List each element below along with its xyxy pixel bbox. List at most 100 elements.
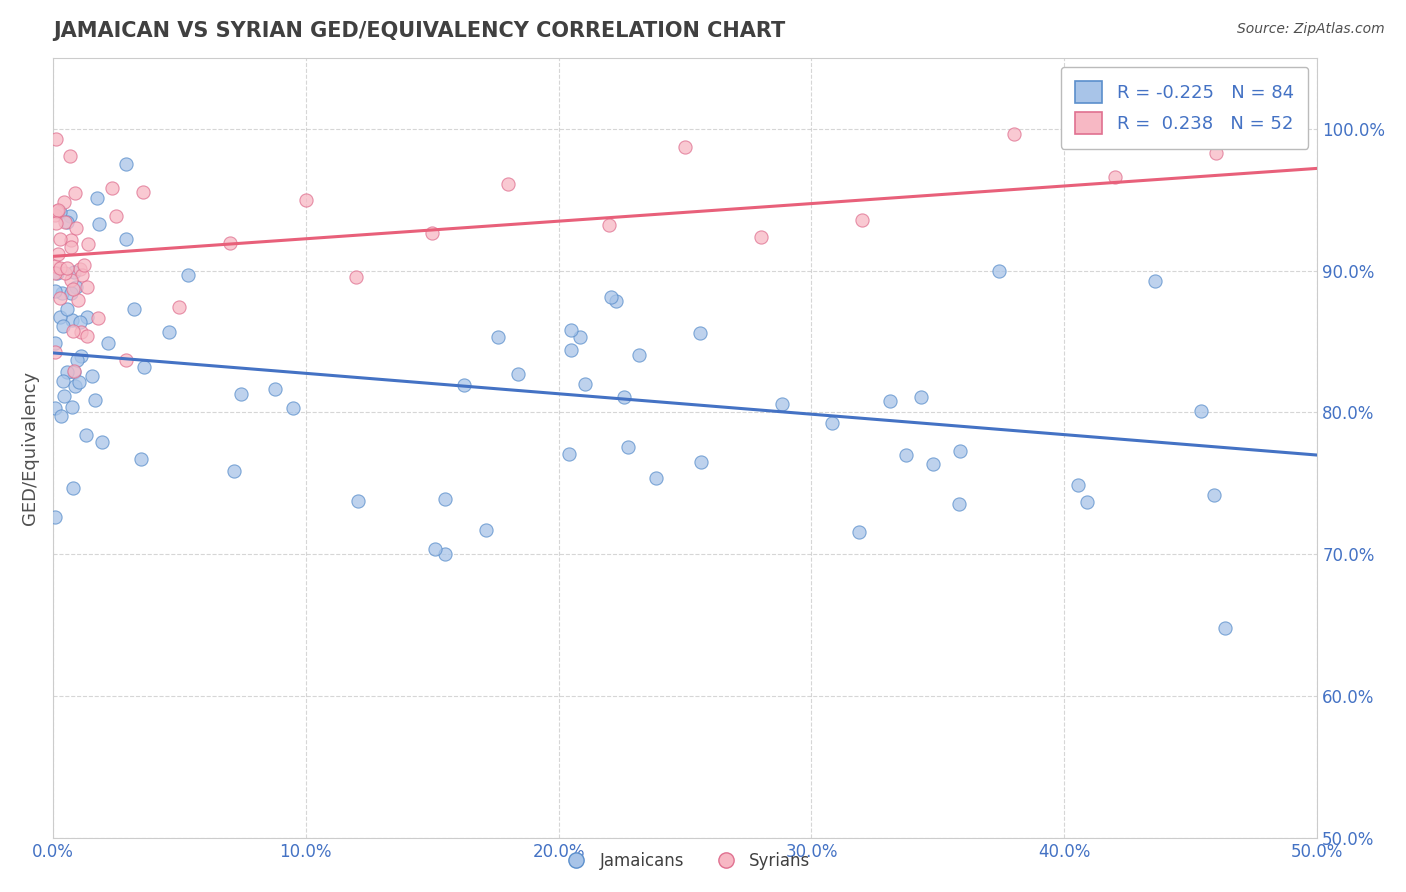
Point (60, 273, 83, 287)
Point (475, 523, 498, 537)
Point (48, 261, 70, 276)
Point (157, 325, 180, 339)
Point (644, 470, 666, 484)
Point (52, 195, 75, 210)
Point (749, 229, 772, 244)
Point (45, 204, 67, 219)
Point (281, 401, 304, 416)
Point (69, 315, 91, 329)
Point (59, 149, 82, 163)
Point (62, 324, 84, 338)
Point (1256, 98, 1278, 112)
Point (44, 284, 66, 298)
Point (75, 428, 97, 442)
Point (423, 542, 446, 557)
Point (59, 209, 82, 223)
Point (48, 202, 70, 217)
Point (55, 215, 77, 229)
Point (346, 493, 368, 508)
Point (49, 409, 72, 423)
Point (122, 301, 145, 316)
Point (1144, 274, 1167, 288)
Point (44, 266, 66, 280)
Point (52, 375, 75, 389)
Point (689, 326, 711, 340)
Point (344, 270, 367, 285)
Point (894, 448, 917, 462)
Point (44, 208, 66, 222)
Point (46, 246, 69, 260)
Point (56, 261, 79, 276)
Point (87, 310, 110, 325)
Point (76, 310, 98, 325)
Point (45, 215, 67, 229)
Point (70, 325, 93, 339)
Point (434, 492, 457, 507)
Point (115, 352, 138, 367)
Point (80, 368, 103, 383)
Point (496, 177, 519, 191)
Point (988, 264, 1011, 278)
Point (59, 240, 82, 254)
Point (48, 310, 70, 325)
Point (690, 455, 713, 469)
Point (599, 290, 621, 304)
Point (45, 132, 67, 146)
Point (922, 457, 945, 471)
Point (1213, 621, 1236, 635)
Point (66, 293, 89, 308)
Point (508, 367, 530, 381)
Point (49, 232, 72, 246)
Point (132, 360, 155, 375)
Point (486, 329, 509, 343)
Point (114, 157, 136, 171)
Point (44, 401, 66, 415)
Point (65, 186, 87, 201)
Point (59, 285, 82, 300)
Point (67, 375, 90, 389)
Point (1202, 488, 1225, 502)
Point (453, 377, 475, 392)
Point (851, 212, 873, 227)
Point (60, 313, 83, 327)
Point (673, 140, 696, 154)
Point (1002, 128, 1025, 142)
Point (132, 186, 155, 200)
Point (176, 268, 198, 282)
Point (65, 220, 87, 235)
Point (76, 328, 98, 343)
Point (44, 259, 66, 273)
Point (62, 265, 84, 279)
Point (617, 440, 640, 454)
Point (51, 318, 73, 333)
Point (60, 233, 83, 247)
Point (848, 524, 870, 539)
Point (83, 392, 105, 407)
Point (598, 218, 620, 232)
Point (97, 335, 120, 350)
Legend: Jamaicans, Syrians: Jamaicans, Syrians (553, 846, 817, 877)
Point (1104, 169, 1126, 184)
Text: JAMAICAN VS SYRIAN GED/EQUIVALENCY CORRELATION CHART: JAMAICAN VS SYRIAN GED/EQUIVALENCY CORRE… (52, 21, 785, 41)
Point (49, 205, 72, 219)
Point (949, 444, 972, 458)
Point (87, 217, 110, 231)
Point (420, 226, 443, 240)
Point (229, 387, 252, 401)
Text: Source: ZipAtlas.com: Source: ZipAtlas.com (1237, 22, 1385, 37)
Y-axis label: GED/Equivalency: GED/Equivalency (21, 371, 39, 525)
Point (77, 236, 100, 251)
Point (101, 180, 124, 194)
Point (56, 302, 79, 317)
Point (1067, 477, 1090, 491)
Point (69, 262, 91, 277)
Point (879, 394, 901, 409)
Point (263, 382, 285, 396)
Point (51, 286, 73, 301)
Point (613, 390, 636, 404)
Point (46, 266, 69, 280)
Point (218, 235, 240, 250)
Point (222, 464, 245, 478)
Point (73, 258, 96, 272)
Point (129, 452, 152, 467)
